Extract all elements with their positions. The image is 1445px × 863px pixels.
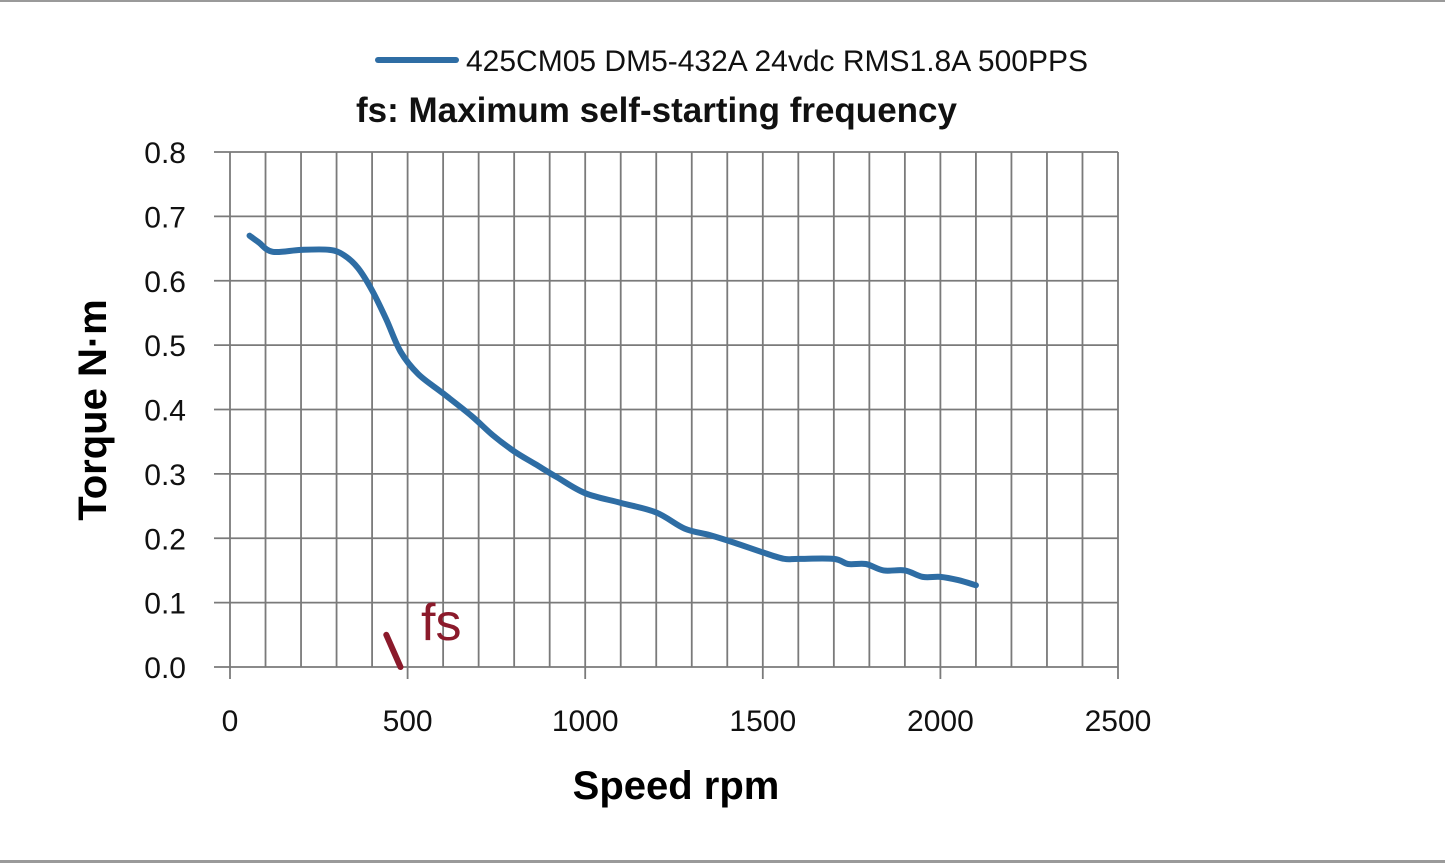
x-tick-label: 1500 xyxy=(729,705,796,738)
x-axis-title: Speed rpm xyxy=(573,764,780,808)
y-tick-label: 0.1 xyxy=(144,588,186,621)
y-tick-label: 0.2 xyxy=(144,523,186,556)
series-layer xyxy=(246,232,979,589)
fs-annotation-label: fs xyxy=(421,594,461,652)
y-tick-label: 0.4 xyxy=(144,395,186,428)
y-tick-labels: 0.0 0.1 0.2 0.3 0.4 0.5 0.6 0.7 0.8 xyxy=(144,137,186,685)
y-tick-label: 0.3 xyxy=(144,459,186,492)
y-axis-title: Torque N·m xyxy=(71,299,115,520)
y-tick-label: 0.0 xyxy=(144,652,186,685)
x-tick-label: 500 xyxy=(383,705,433,738)
legend-entry: 425CM05 DM5-432A 24vdc RMS1.8A 500PPS xyxy=(466,45,1088,78)
fs-marker-line xyxy=(383,631,404,670)
chart-subtitle: fs: Maximum self-starting frequency xyxy=(356,91,957,130)
y-tick-label: 0.7 xyxy=(144,201,186,234)
x-tick-label: 1000 xyxy=(552,705,619,738)
y-tick-label: 0.6 xyxy=(144,266,186,299)
x-tick-label: 2500 xyxy=(1085,705,1152,738)
y-tick-label: 0.5 xyxy=(144,330,186,363)
fs-marker: fs xyxy=(383,594,461,670)
x-tick-label: 2000 xyxy=(907,705,974,738)
y-tick-label: 0.8 xyxy=(144,137,186,170)
series-line xyxy=(246,232,979,589)
x-tick-labels: 0 500 1000 1500 2000 2500 xyxy=(222,705,1152,738)
x-tick-label: 0 xyxy=(222,705,239,738)
plot-grid xyxy=(214,151,1119,679)
